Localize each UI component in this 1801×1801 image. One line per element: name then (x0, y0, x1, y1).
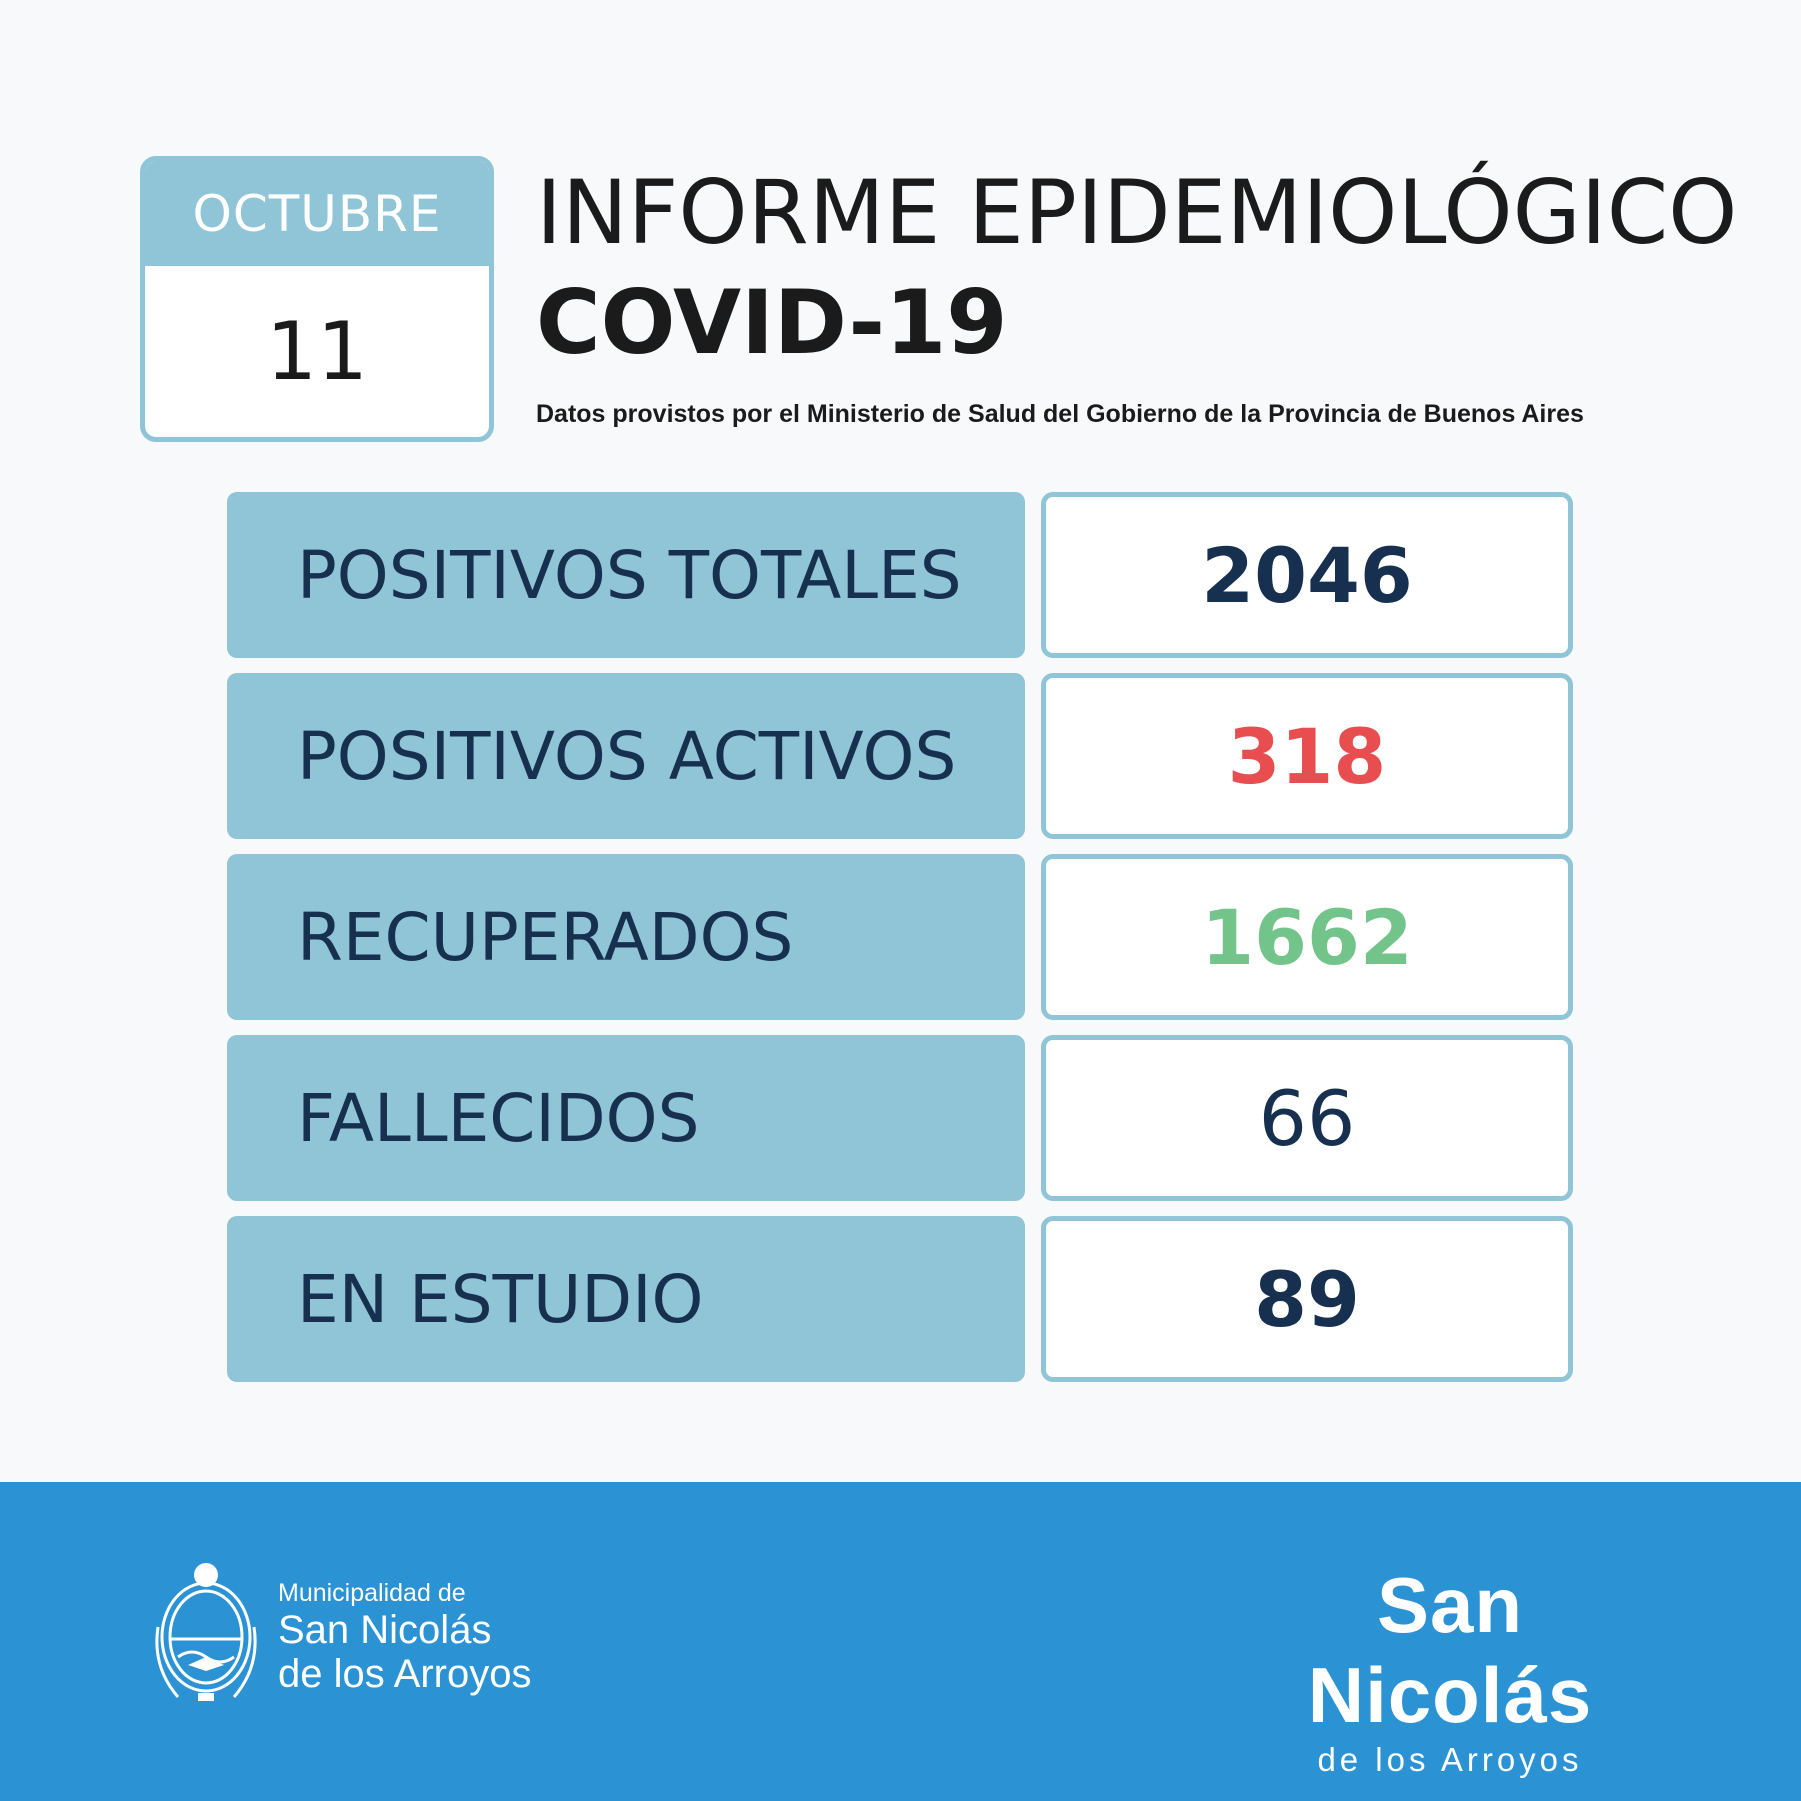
stat-row-positivos-totales: POSITIVOS TOTALES 2046 (227, 492, 1573, 658)
muni-line-1: Municipalidad de (278, 1579, 466, 1607)
stat-label: POSITIVOS TOTALES (227, 492, 1025, 658)
stat-label: RECUPERADOS (227, 854, 1025, 1020)
stats-table: POSITIVOS TOTALES 2046 POSITIVOS ACTIVOS… (227, 492, 1573, 1397)
stat-row-recuperados: RECUPERADOS 1662 (227, 854, 1573, 1020)
stat-value: 2046 (1041, 492, 1573, 658)
stat-value: 318 (1041, 673, 1573, 839)
report-subject: COVID-19 (536, 271, 1008, 374)
stat-value: 1662 (1041, 854, 1573, 1020)
stat-label: FALLECIDOS (227, 1035, 1025, 1201)
stat-label: POSITIVOS ACTIVOS (227, 673, 1025, 839)
stat-row-positivos-activos: POSITIVOS ACTIVOS 318 (227, 673, 1573, 839)
municipality-name: Municipalidad de San Nicolás de los Arro… (278, 1578, 531, 1696)
brand-sub: de los Arroyos (1317, 1741, 1583, 1778)
city-brand-logo: San Nicolás de los Arroyos (1230, 1560, 1670, 1780)
brand-name: San Nicolás (1307, 1561, 1593, 1739)
data-source-note: Datos provistos por el Ministerio de Sal… (536, 400, 1584, 428)
date-card: OCTUBRE 11 (140, 156, 494, 442)
stat-value: 66 (1041, 1035, 1573, 1201)
stat-label: EN ESTUDIO (227, 1216, 1025, 1382)
report-title: INFORME EPIDEMIOLÓGICO (536, 161, 1738, 264)
muni-line-2: San Nicolás (278, 1608, 492, 1652)
stat-row-en-estudio: EN ESTUDIO 89 (227, 1216, 1573, 1382)
municipal-seal-icon (155, 1563, 257, 1701)
muni-line-3: de los Arroyos (278, 1652, 532, 1696)
date-month: OCTUBRE (145, 161, 489, 266)
footer-bar (0, 1482, 1801, 1801)
stat-row-fallecidos: FALLECIDOS 66 (227, 1035, 1573, 1201)
stat-value: 89 (1041, 1216, 1573, 1382)
date-day: 11 (266, 305, 368, 398)
